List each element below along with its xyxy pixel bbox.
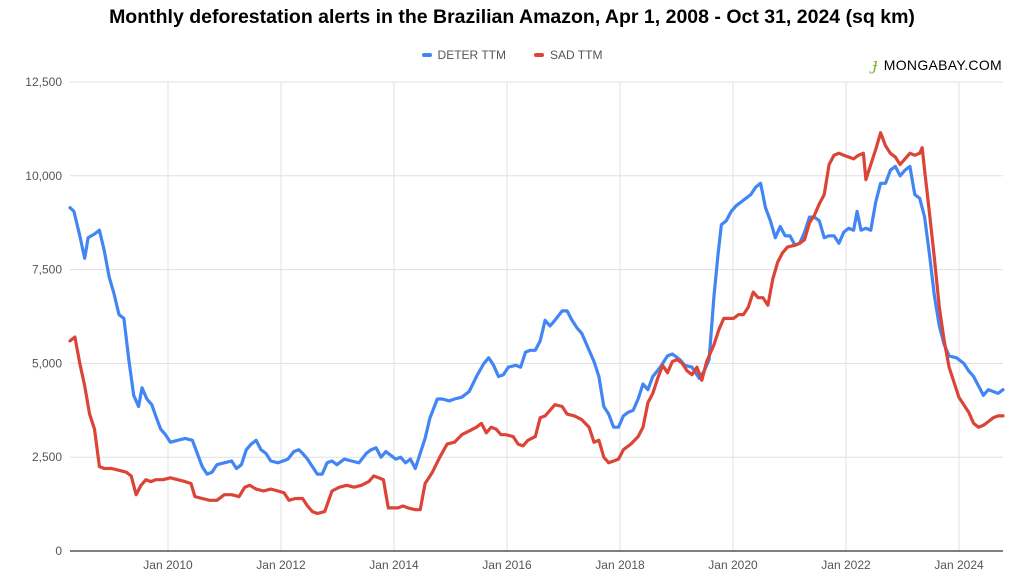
x-tick-label: Jan 2024	[934, 558, 984, 572]
y-tick-label: 7,500	[32, 263, 62, 277]
brand-text: MONGABAY.COM	[883, 57, 1002, 73]
x-tick-label: Jan 2020	[708, 558, 758, 572]
chart-legend: DETER TTM SAD TTM	[0, 48, 1024, 62]
y-tick-label: 0	[55, 544, 62, 558]
chart-title: Monthly deforestation alerts in the Braz…	[109, 6, 915, 28]
legend-label-sad: SAD TTM	[550, 48, 603, 62]
x-tick-label: Jan 2018	[595, 558, 645, 572]
vertical-gridlines	[167, 82, 960, 551]
y-tick-label: 12,500	[25, 75, 62, 89]
mongabay-logo: ɟ MONGABAY.COM	[872, 55, 1002, 75]
x-axis-ticks: Jan 2010 Jan 2012 Jan 2014 Jan 2016 Jan 2018…	[143, 558, 984, 572]
legend-item-sad[interactable]: SAD TTM	[534, 48, 602, 62]
series-lines	[68, 131, 1005, 516]
x-tick-label: Jan 2012	[256, 558, 306, 572]
y-tick-label: 10,000	[25, 169, 62, 183]
series-line-sad-ttm[interactable]	[68, 131, 1005, 516]
legend-swatch-sad	[534, 53, 544, 57]
y-tick-label: 5,000	[32, 356, 62, 370]
legend-label-deter: DETER TTM	[437, 48, 506, 62]
legend-item-deter[interactable]: DETER TTM	[421, 48, 506, 62]
x-tick-label: Jan 2016	[482, 558, 532, 572]
y-tick-label: 2,500	[32, 450, 62, 464]
y-axis-ticks: 0 2,500 5,000 7,500 10,000 12,500	[25, 75, 62, 558]
gecko-icon: ɟ	[872, 55, 878, 75]
series-line-deter-ttm[interactable]	[68, 164, 1005, 476]
x-tick-label: Jan 2022	[821, 558, 871, 572]
legend-swatch-deter	[421, 53, 432, 57]
x-tick-label: Jan 2014	[369, 558, 419, 572]
horizontal-gridlines	[70, 81, 1003, 552]
x-tick-label: Jan 2010	[143, 558, 193, 572]
